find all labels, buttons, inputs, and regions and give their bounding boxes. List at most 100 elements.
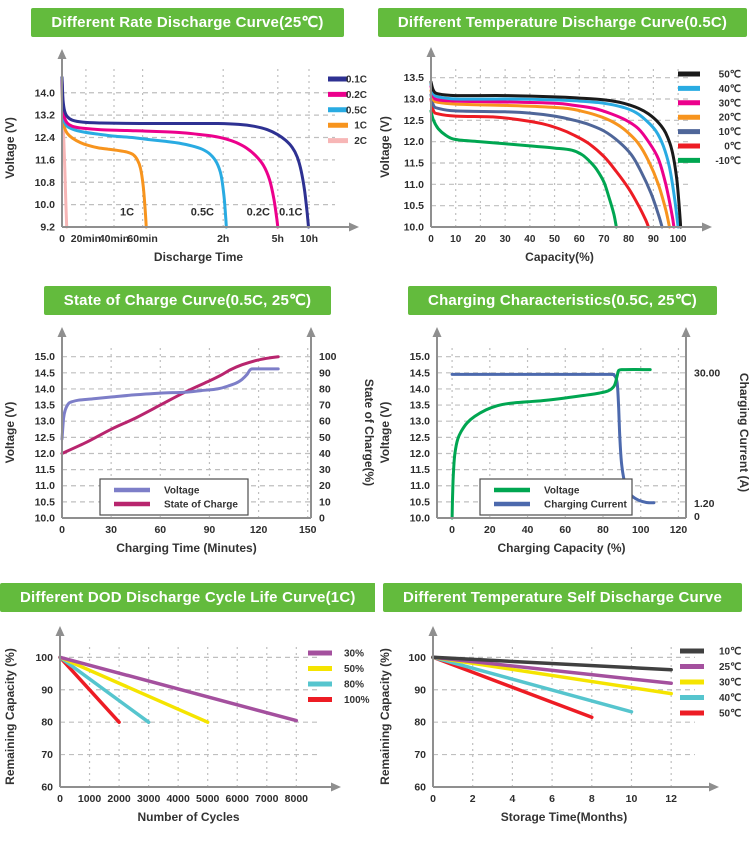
- series: [60, 355, 280, 455]
- svg-text:60: 60: [154, 524, 166, 536]
- svg-text:120: 120: [670, 524, 688, 536]
- svg-text:40: 40: [522, 524, 534, 536]
- svg-text:10: 10: [319, 496, 331, 508]
- svg-text:40: 40: [319, 448, 331, 460]
- svg-text:30: 30: [105, 524, 117, 536]
- series-line-10℃: [431, 655, 673, 672]
- series: [429, 80, 683, 229]
- right-y-axis-label: State of Charge(%): [362, 379, 375, 486]
- chart-state-of-charge: 10.0 10.5 11.0 11.5 12.0 12.5 13.0 13.5 14.0 14.5…: [0, 319, 375, 564]
- svg-text:10.0: 10.0: [410, 513, 431, 525]
- svg-text:3000: 3000: [137, 793, 161, 805]
- chart-title: Different Rate Discharge Curve(25℃): [51, 14, 324, 31]
- series: [58, 655, 299, 724]
- right-y-axis-arrow-icon: [306, 327, 316, 337]
- legend-label: 30%: [344, 649, 364, 660]
- svg-text:13.0: 13.0: [410, 416, 431, 428]
- chart-charging-characteristics: 10.0 10.5 11.0 11.5 12.0 12.5 13.0 13.5 14.0 14.5…: [375, 319, 750, 564]
- legend-label: 50℃: [719, 709, 741, 720]
- axis-titles: Charging Time (Minutes) Voltage (V) State …: [3, 379, 375, 555]
- y-axis-label: Voltage (V): [378, 402, 392, 464]
- svg-text:10.0: 10.0: [35, 199, 56, 211]
- svg-text:0: 0: [428, 234, 434, 245]
- svg-text:6: 6: [549, 793, 555, 805]
- svg-text:50: 50: [549, 234, 561, 245]
- svg-text:12.0: 12.0: [410, 448, 431, 460]
- series-line-Voltage: [450, 368, 652, 520]
- axis-titles: Charging Capacity (%) Voltage (V) Charging…: [378, 373, 750, 555]
- series-line-0.1C: [60, 75, 310, 229]
- svg-text:50: 50: [319, 432, 331, 444]
- temperature-self-discharge-chart-svg: 60 70 80 90 100 0 2 4 6 8 10 12 Storage Time(Months)…: [378, 626, 741, 824]
- svg-text:90: 90: [648, 234, 660, 245]
- legend-label: 30℃: [719, 678, 741, 689]
- svg-text:12.4: 12.4: [35, 132, 56, 144]
- legend-label: 0.2C: [346, 90, 367, 101]
- legend-label: 0.5C: [346, 105, 367, 116]
- y-axis-arrow-icon: [428, 626, 438, 636]
- chart-rate-discharge: 9.2 10.0 10.8 11.6 12.4 13.2 14.0 0 20min 40min 60…: [0, 41, 375, 271]
- series: [450, 368, 656, 520]
- svg-text:6000: 6000: [226, 793, 250, 805]
- svg-text:10.5: 10.5: [35, 496, 56, 508]
- x-axis-arrow-icon: [349, 222, 359, 232]
- legend-label: 30℃: [719, 98, 741, 109]
- svg-text:12.0: 12.0: [35, 448, 56, 460]
- svg-text:4000: 4000: [166, 793, 190, 805]
- svg-text:13.0: 13.0: [35, 416, 56, 428]
- axes: [55, 626, 341, 792]
- legend-label: State of Charge: [164, 500, 238, 511]
- right-y-axis-label: Charging Current (A): [737, 373, 750, 492]
- svg-text:2000: 2000: [107, 793, 131, 805]
- tick-labels: 10.0 10.5 11.0 11.5 12.0 12.5 13.0 13.5 14.0 14.5…: [410, 351, 721, 536]
- axes: [57, 327, 316, 519]
- chart-title: Different Temperature Self Discharge Cur…: [402, 589, 723, 606]
- series: [60, 75, 310, 229]
- axes: [426, 47, 712, 232]
- right-y-axis-arrow-icon: [681, 327, 691, 337]
- legend-label: 100%: [344, 695, 370, 706]
- svg-text:90: 90: [319, 367, 331, 379]
- chart-temperature-self-discharge: 60 70 80 90 100 0 2 4 6 8 10 12 Storage Time(Months)…: [375, 616, 750, 854]
- svg-text:15.0: 15.0: [35, 351, 56, 363]
- svg-text:30: 30: [319, 464, 331, 476]
- axis-titles: Discharge Time Voltage (V): [3, 117, 243, 264]
- legend-label: 1C: [354, 121, 367, 132]
- legend-label: 40℃: [719, 693, 741, 704]
- legend-label: 50℃: [719, 70, 741, 81]
- series-line-30℃: [429, 84, 676, 229]
- series-line-1C: [60, 84, 148, 229]
- svg-text:90: 90: [41, 684, 53, 696]
- series-line-50%: [58, 655, 210, 724]
- svg-text:11.6: 11.6: [35, 154, 55, 166]
- series-line-10℃: [429, 93, 664, 229]
- svg-text:14.0: 14.0: [35, 87, 56, 99]
- legend-label: 0.1C: [346, 75, 367, 86]
- legend: 10℃ 25℃ 30℃ 40℃ 50℃: [680, 647, 741, 720]
- legend-label: 10℃: [719, 647, 741, 658]
- svg-text:0: 0: [449, 524, 455, 536]
- axis-titles: Number of Cycles Remaining Capacity (%): [3, 648, 240, 824]
- tick-labels: 60 70 80 90 100 0 2 4 6 8 10 12: [408, 652, 677, 805]
- axes: [432, 327, 691, 519]
- y-axis-arrow-icon: [55, 626, 65, 636]
- curve-label: 0.5C: [191, 206, 214, 218]
- svg-text:11.5: 11.5: [410, 464, 430, 476]
- svg-text:10.0: 10.0: [35, 513, 56, 525]
- legend-box: [99, 478, 249, 516]
- svg-text:30.00: 30.00: [694, 367, 720, 379]
- svg-text:0: 0: [694, 511, 700, 523]
- svg-text:1000: 1000: [78, 793, 102, 805]
- legend-box: [479, 478, 633, 516]
- y-axis-arrow-icon: [57, 327, 67, 337]
- chart-title: Different DOD Discharge Cycle Life Curve…: [20, 589, 356, 606]
- svg-text:0: 0: [59, 524, 65, 536]
- legend-label: 50%: [344, 664, 364, 675]
- svg-text:0: 0: [430, 793, 436, 805]
- y-axis-label: Remaining Capacity (%): [3, 648, 17, 785]
- series-line-30%: [58, 655, 299, 723]
- series-line-0℃: [429, 97, 650, 229]
- svg-text:10.0: 10.0: [404, 222, 425, 234]
- svg-text:15.0: 15.0: [410, 351, 431, 363]
